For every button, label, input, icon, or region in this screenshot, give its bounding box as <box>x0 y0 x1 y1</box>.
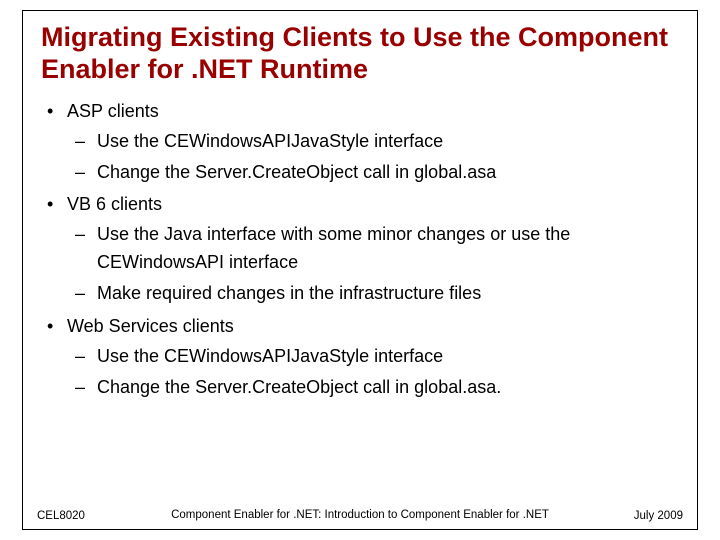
bullet-text: VB 6 clients <box>67 194 162 214</box>
sub-bullet-item: Use the CEWindowsAPIJavaStyle interface <box>67 128 679 156</box>
sub-bullet-text: Use the CEWindowsAPIJavaStyle interface <box>97 346 443 366</box>
sub-bullet-text: Use the CEWindowsAPIJavaStyle interface <box>97 131 443 151</box>
sub-bullet-text: Change the Server.CreateObject call in g… <box>97 162 496 182</box>
bullet-list: ASP clients Use the CEWindowsAPIJavaStyl… <box>41 98 679 402</box>
sub-bullet-list: Use the CEWindowsAPIJavaStyle interface … <box>67 128 679 187</box>
slide-footer: CEL8020 Component Enabler for .NET: Intr… <box>23 509 697 523</box>
bullet-text: ASP clients <box>67 101 159 121</box>
bullet-item: Web Services clients Use the CEWindowsAP… <box>41 313 679 402</box>
footer-left: CEL8020 <box>37 510 97 522</box>
bullet-text: Web Services clients <box>67 316 234 336</box>
footer-right: July 2009 <box>623 510 683 522</box>
footer-center: Component Enabler for .NET: Introduction… <box>97 509 623 523</box>
sub-bullet-item: Change the Server.CreateObject call in g… <box>67 374 679 402</box>
slide-content: ASP clients Use the CEWindowsAPIJavaStyl… <box>23 98 697 402</box>
slide-frame: Migrating Existing Clients to Use the Co… <box>22 10 698 530</box>
sub-bullet-item: Make required changes in the infrastruct… <box>67 280 679 308</box>
sub-bullet-item: Use the CEWindowsAPIJavaStyle interface <box>67 343 679 371</box>
sub-bullet-text: Change the Server.CreateObject call in g… <box>97 377 501 397</box>
sub-bullet-item: Use the Java interface with some minor c… <box>67 221 679 277</box>
sub-bullet-list: Use the Java interface with some minor c… <box>67 221 679 308</box>
sub-bullet-text: Use the Java interface with some minor c… <box>97 224 570 272</box>
bullet-item: ASP clients Use the CEWindowsAPIJavaStyl… <box>41 98 679 187</box>
sub-bullet-text: Make required changes in the infrastruct… <box>97 283 481 303</box>
bullet-item: VB 6 clients Use the Java interface with… <box>41 191 679 308</box>
sub-bullet-item: Change the Server.CreateObject call in g… <box>67 159 679 187</box>
slide-title: Migrating Existing Clients to Use the Co… <box>23 11 697 98</box>
sub-bullet-list: Use the CEWindowsAPIJavaStyle interface … <box>67 343 679 402</box>
